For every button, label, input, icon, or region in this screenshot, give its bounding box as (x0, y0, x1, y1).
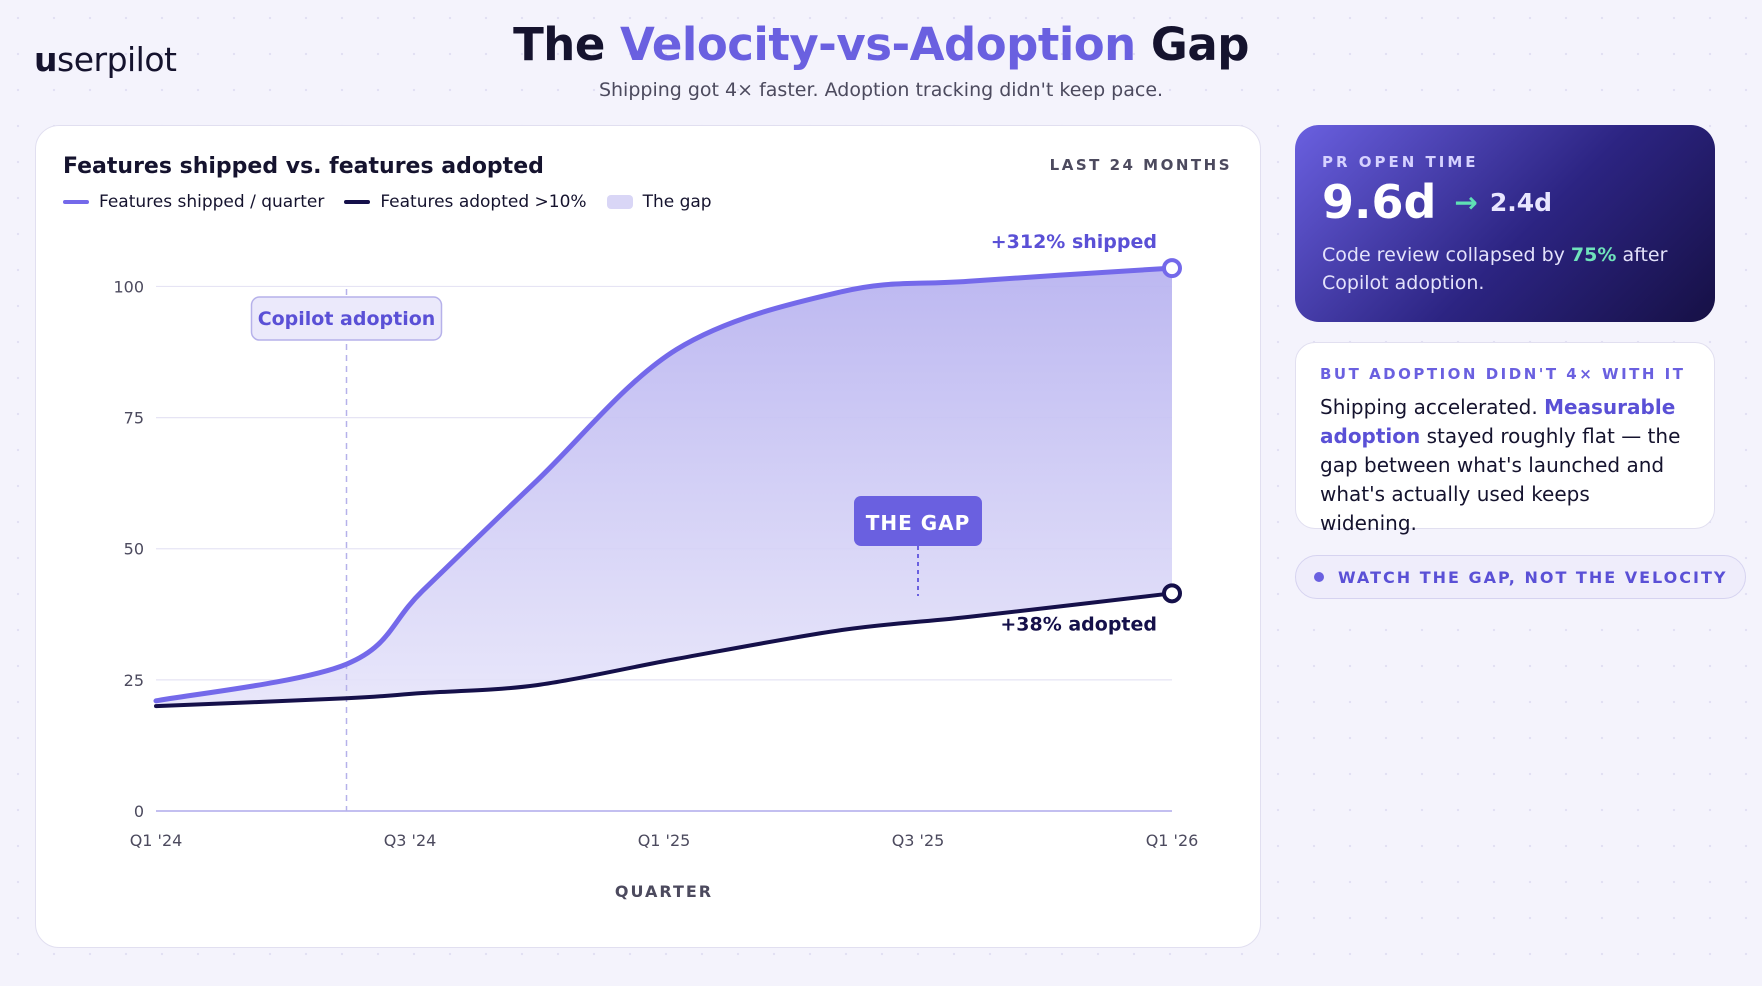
userpilot-logo: userpilot (34, 40, 177, 79)
legend-swatch-shipped (63, 200, 89, 204)
legend-label-adopted: Features adopted >10% (380, 192, 587, 212)
insight-label: BUT ADOPTION DIDN'T 4× WITH IT (1320, 365, 1686, 383)
chart-title: Features shipped vs. features adopted (63, 154, 544, 179)
x-tick-label: Q1 '25 (638, 831, 691, 850)
logo-wordmark: serpilot (57, 40, 177, 79)
end-label-adopted: +38% adopted (1000, 613, 1157, 635)
callout-pill: WATCH THE GAP, NOT THE VELOCITY (1295, 555, 1747, 599)
legend-item-gap: The gap (606, 192, 712, 212)
insight-text-highlight: Measurable adoption (1320, 395, 1676, 448)
kpi-after-value: 2.4d (1489, 187, 1553, 217)
end-marker-adopted (1162, 583, 1182, 604)
kpi-label: PR OPEN TIME (1322, 153, 1479, 171)
legend-item-shipped: Features shipped / quarter (63, 192, 324, 212)
legend-swatch-gap (606, 195, 633, 209)
x-tick-label: Q3 '25 (892, 831, 945, 850)
y-tick-label: 25 (124, 671, 144, 690)
end-marker-shipped (1162, 258, 1182, 279)
series-line-adopted (154, 591, 1174, 709)
page-subtitle: Shipping got 4× faster. Adoption trackin… (598, 79, 1164, 101)
event-label-box (250, 296, 443, 341)
insight-text-post: stayed roughly flat — the gap between wh… (1320, 424, 1681, 535)
y-tick-label: 50 (124, 540, 144, 559)
legend-label-shipped: Features shipped / quarter (99, 192, 325, 212)
y-tick-label: 100 (113, 277, 144, 296)
kpi-before-value: 9.6d (1322, 175, 1437, 229)
kpi-description: Code review collapsed by 75% after Copil… (1322, 241, 1688, 297)
page-title: The Velocity-vs-Adoption Gap (0, 18, 1762, 71)
arrow-right-icon: → (1454, 185, 1478, 219)
legend-item-adopted: Features adopted >10% (344, 192, 587, 212)
chart-legend: Features shipped / quarter Features adop… (63, 192, 732, 212)
chart-card: 0 25 50 75 100 Q1 '24 Q3 '24 Q1 '25 Q3 '25 Q1 '26… (35, 125, 1261, 948)
x-tick-label: Q3 '24 (384, 831, 437, 850)
x-tick-label: Q1 '24 (130, 831, 183, 850)
gap-label-box (854, 496, 982, 546)
legend-label-gap: The gap (642, 192, 712, 212)
end-label-shipped: +312% shipped (991, 231, 1157, 253)
event-label: Copilot adoption (258, 308, 436, 330)
series-line-shipped (153, 265, 1175, 704)
kpi-values: 9.6d → 2.4d (1322, 179, 1688, 225)
title-part-1: The (513, 18, 621, 71)
logo-initial: u (34, 40, 58, 79)
dot-icon (1314, 572, 1324, 582)
x-axis-label: QUARTER (615, 882, 713, 901)
kpi-desc-pre: Code review collapsed by (1322, 244, 1571, 266)
legend-swatch-adopted (344, 200, 371, 204)
y-tick-label: 75 (124, 409, 144, 428)
insight-text: Shipping accelerated. Measurable adoptio… (1320, 393, 1690, 538)
kpi-desc-highlight: 75% (1570, 244, 1617, 266)
callout-pill-label: WATCH THE GAP, NOT THE VELOCITY (1338, 567, 1728, 587)
chart-period: LAST 24 MONTHS (1049, 156, 1232, 174)
gap-area (156, 268, 1172, 707)
insight-text-pre: Shipping accelerated. (1320, 395, 1545, 419)
kpi-desc-post: after Copilot adoption. (1322, 244, 1668, 294)
x-tick-label: Q1 '26 (1146, 831, 1199, 850)
kpi-card: PR OPEN TIME 9.6d → 2.4d Code review col… (1295, 125, 1715, 322)
gap-label: THE GAP (866, 511, 971, 535)
chart-svg: 0 25 50 75 100 Q1 '24 Q3 '24 Q1 '25 Q3 '25 Q1 '26… (113, 231, 1199, 901)
title-accent: Velocity-vs-Adoption (620, 18, 1136, 71)
title-part-2: Gap (1135, 18, 1250, 71)
insight-card: BUT ADOPTION DIDN'T 4× WITH IT Shipping … (1295, 342, 1715, 535)
y-tick-label: 0 (134, 802, 144, 821)
